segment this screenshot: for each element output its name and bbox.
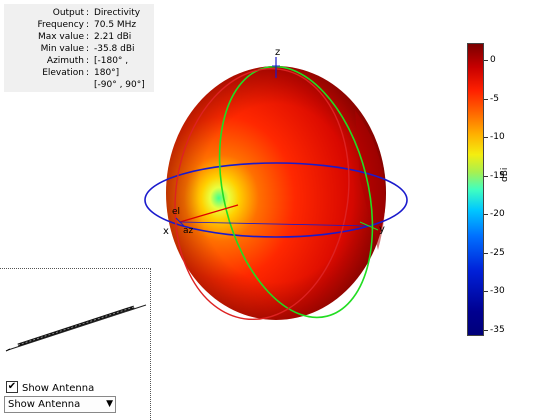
colorbar-tick-label: -30 [490, 286, 505, 296]
antenna-element-outline [7, 304, 147, 351]
antenna-element-highlight [17, 306, 135, 346]
y-axis-tick [359, 221, 379, 231]
info-label: Max value [37, 32, 84, 42]
colorbar [467, 43, 484, 336]
info-value: 70.5 MHz [94, 20, 137, 30]
colorbar-tick-label: -5 [490, 94, 499, 104]
info-value: 180°] [94, 68, 120, 78]
colorbar-tick-label: -10 [490, 132, 505, 142]
el-label: el [172, 207, 180, 217]
x-axis-tick [175, 217, 185, 227]
colorbar-tick [484, 253, 488, 254]
info-row-max-value: Max value : 2.21 dBi [4, 31, 154, 43]
elevation-circle-green [218, 65, 374, 319]
info-value: -35.8 dBi [94, 44, 135, 54]
antenna-feed [5, 348, 11, 352]
colorbar-tick [484, 60, 488, 61]
info-row-azimuth: Azimuth : [-180° , [4, 55, 154, 67]
y-axis-line [179, 221, 371, 227]
chevron-down-icon[interactable]: ▼ [106, 399, 113, 409]
info-label: Elevation [42, 68, 84, 78]
colorbar-tick-label: 0 [490, 55, 496, 65]
show-antenna-checkbox-label: Show Antenna [22, 383, 95, 394]
az-direction-line [179, 204, 239, 223]
pattern-info-panel: Output : Directivity Frequency : 70.5 MH… [4, 4, 154, 92]
info-value: [-90° , 90°] [94, 80, 145, 90]
info-value: [-180° , [94, 56, 129, 66]
info-label: Frequency [37, 20, 85, 30]
info-row-elevation: Elevation : 180°] [4, 67, 154, 79]
info-label: Azimuth [46, 56, 84, 66]
show-antenna-checkbox-row[interactable]: ✔ Show Antenna [6, 381, 95, 395]
colorbar-tick-label: -15 [490, 171, 505, 181]
colorbar-tick-label: -35 [490, 325, 505, 335]
antenna-view-panel: ✔ Show Antenna Show Antenna ▼ [0, 268, 151, 420]
y-axis-label: y [379, 224, 385, 235]
info-separator: : [86, 8, 90, 18]
colorbar-tick-label: -20 [490, 209, 505, 219]
show-antenna-dropdown-value: Show Antenna [8, 399, 81, 410]
colorbar-tick-label: -25 [490, 248, 505, 258]
colorbar-tick [484, 99, 488, 100]
info-row-elevation-range: [-90° , 90°] [4, 79, 154, 91]
info-label: Min value [40, 44, 84, 54]
info-separator: : [86, 32, 90, 42]
info-value: 2.21 dBi [94, 32, 132, 42]
info-row-frequency: Frequency : 70.5 MHz [4, 19, 154, 31]
colorbar-tick [484, 214, 488, 215]
colorbar-tick [484, 291, 488, 292]
info-separator: : [86, 68, 90, 78]
colorbar-tick [484, 137, 488, 138]
colorbar-tick [484, 330, 488, 331]
info-row-min-value: Min value : -35.8 dBi [4, 43, 154, 55]
colorbar-tick [484, 176, 488, 177]
az-label: az [183, 226, 194, 236]
show-antenna-checkbox[interactable]: ✔ [6, 381, 18, 393]
info-value: Directivity [94, 8, 141, 18]
info-separator: : [86, 44, 90, 54]
x-axis-label: x [163, 226, 169, 237]
info-label: Output [52, 8, 84, 18]
info-separator: : [86, 56, 90, 66]
elevation-circle-red [174, 67, 350, 321]
z-axis-label: z [275, 47, 280, 58]
show-antenna-dropdown[interactable]: Show Antenna ▼ [4, 396, 116, 413]
pattern-sphere-shade [166, 66, 386, 320]
antenna-preview[interactable] [0, 269, 151, 369]
info-separator: : [86, 20, 90, 30]
info-row-output: Output : Directivity [4, 7, 154, 19]
azimuth-circle [144, 162, 408, 238]
colorbar-unit-label: dBi [500, 167, 510, 182]
pattern-right-lobe [355, 110, 386, 250]
